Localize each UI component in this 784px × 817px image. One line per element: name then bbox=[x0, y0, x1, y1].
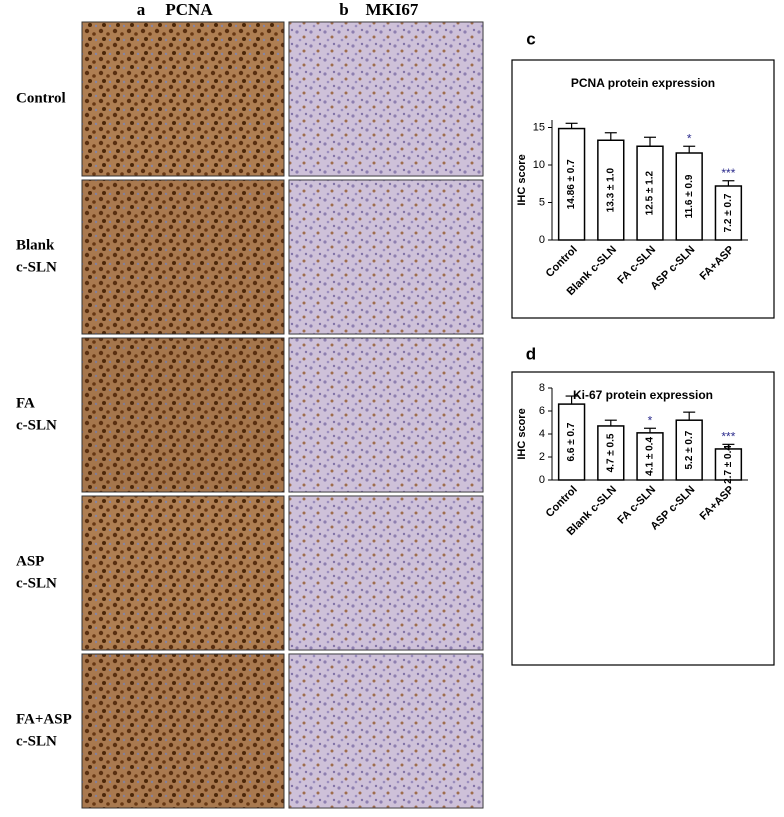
x-tick-label: FA+ASP bbox=[698, 244, 737, 283]
y-tick-label: 0 bbox=[539, 234, 545, 246]
panel-letter: a bbox=[137, 0, 146, 19]
micrographs bbox=[81, 21, 484, 809]
chart-frame bbox=[511, 371, 775, 666]
bar bbox=[714, 448, 743, 481]
y-axis-label: IHC score bbox=[516, 154, 528, 205]
micrograph bbox=[81, 179, 285, 335]
y-tick-label: 0 bbox=[539, 474, 545, 486]
bar bbox=[714, 185, 743, 241]
value-label: 14.86 ± 0.7 bbox=[566, 159, 577, 209]
value-label: 12.5 ± 1.2 bbox=[645, 170, 656, 215]
y-axis-label: IHC score bbox=[516, 408, 528, 459]
bar bbox=[557, 127, 586, 241]
value-label: 2.7 ± 0.4 bbox=[723, 445, 734, 484]
value-label: 7.2 ± 0.7 bbox=[723, 193, 734, 232]
micrograph-shade bbox=[289, 180, 483, 334]
x-tick-label: Control bbox=[544, 244, 580, 280]
y-tick-label: 2 bbox=[539, 451, 545, 463]
micrograph bbox=[81, 337, 285, 493]
y-tick-label: 8 bbox=[539, 382, 545, 394]
significance: *** bbox=[721, 430, 735, 444]
chart-letter: c bbox=[526, 29, 535, 48]
micrograph bbox=[81, 653, 285, 809]
micrograph-shade bbox=[82, 22, 284, 176]
micrograph bbox=[288, 337, 484, 493]
micrograph-shade bbox=[82, 180, 284, 334]
micrograph-shade bbox=[289, 338, 483, 492]
panel-letter: b bbox=[339, 0, 348, 19]
bar bbox=[675, 419, 703, 481]
value-label: 4.7 ± 0.5 bbox=[605, 433, 616, 472]
bar bbox=[675, 152, 703, 241]
y-tick-label: 15 bbox=[533, 121, 545, 133]
value-label: 6.6 ± 0.7 bbox=[566, 422, 577, 461]
micrograph-shade bbox=[289, 22, 483, 176]
row-label: ASP bbox=[16, 553, 44, 569]
row-label: FA+ASP bbox=[16, 711, 72, 727]
significance: * bbox=[648, 413, 653, 427]
chart-frame bbox=[511, 59, 775, 319]
micrograph bbox=[288, 179, 484, 335]
row-label: Blank bbox=[16, 237, 55, 253]
x-tick-label: FA+ASP bbox=[698, 484, 737, 523]
micrograph-shade bbox=[82, 496, 284, 650]
micrograph-shade bbox=[289, 654, 483, 808]
y-tick-label: 5 bbox=[539, 196, 545, 208]
bar bbox=[636, 145, 664, 241]
micrograph-shade bbox=[82, 338, 284, 492]
bar bbox=[557, 403, 586, 481]
chart-title: Ki-67 protein expression bbox=[573, 388, 713, 402]
significance: * bbox=[687, 131, 692, 145]
significance: *** bbox=[721, 166, 735, 180]
x-tick-label: Control bbox=[544, 484, 580, 520]
micrograph-shade bbox=[82, 654, 284, 808]
value-label: 5.2 ± 0.7 bbox=[684, 430, 695, 469]
row-label: Control bbox=[16, 90, 66, 106]
bar bbox=[597, 425, 625, 481]
row-label: c-SLN bbox=[16, 733, 57, 749]
chart-title: PCNA protein expression bbox=[571, 76, 715, 90]
micrograph bbox=[81, 495, 285, 651]
micrograph bbox=[288, 653, 484, 809]
y-tick-label: 10 bbox=[533, 159, 545, 171]
row-label: c-SLN bbox=[16, 575, 57, 591]
bar bbox=[597, 139, 625, 241]
value-label: 4.1 ± 0.4 bbox=[645, 437, 656, 476]
bar bbox=[636, 432, 664, 481]
row-label: FA bbox=[16, 395, 35, 411]
row-label: c-SLN bbox=[16, 259, 57, 275]
row-label: c-SLN bbox=[16, 417, 57, 433]
micrograph-shade bbox=[289, 496, 483, 650]
micrograph bbox=[288, 495, 484, 651]
y-tick-label: 4 bbox=[539, 428, 545, 440]
y-tick-label: 6 bbox=[539, 405, 545, 417]
panel-title: PCNA bbox=[165, 0, 213, 19]
value-label: 13.3 ± 1.0 bbox=[605, 167, 616, 212]
value-label: 11.6 ± 0.9 bbox=[684, 174, 695, 218]
chart-letter: d bbox=[526, 344, 536, 363]
micrograph bbox=[288, 21, 484, 177]
micrograph bbox=[81, 21, 285, 177]
panel-title: MKI67 bbox=[366, 0, 419, 19]
